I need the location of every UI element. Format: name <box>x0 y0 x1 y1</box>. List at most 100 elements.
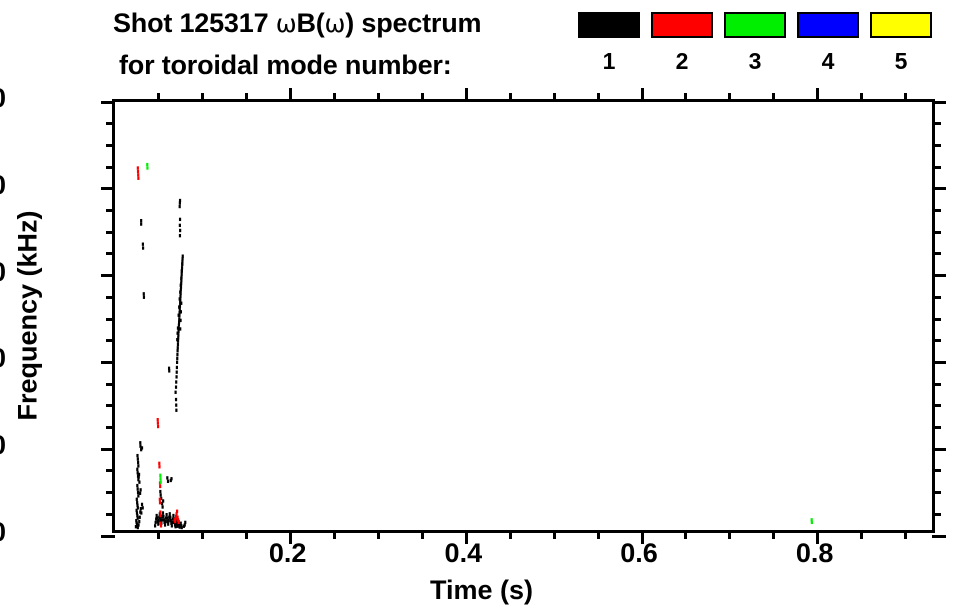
x-tick-major-top-0.2 <box>289 88 293 102</box>
y-tick-minor-30 <box>106 404 115 408</box>
plot-area <box>101 88 946 544</box>
x-tick-minor-top-0.35 <box>420 93 424 102</box>
y-tick-label-100: 100 <box>0 85 6 112</box>
y-tick-major-40 <box>101 360 115 364</box>
x-tick-minor-0.7 <box>728 530 732 539</box>
y-tick-minor-right-65 <box>932 252 941 256</box>
y-tick-minor-right-95 <box>932 122 941 126</box>
y-tick-minor-right-90 <box>932 143 941 147</box>
y-tick-minor-right-50 <box>932 317 941 321</box>
omega-symbol-2: ω <box>324 9 346 38</box>
x-tick-minor-top-0.7 <box>728 93 732 102</box>
x-tick-minor-0.25 <box>333 530 337 539</box>
y-tick-major-100 <box>101 100 115 104</box>
y-tick-major-20 <box>101 447 115 451</box>
legend-label-1: 1 <box>602 48 616 74</box>
y-axis-title: Frequency (kHz) <box>12 210 43 421</box>
x-tick-major-top-0.4 <box>464 88 468 102</box>
y-tick-minor-75 <box>106 209 115 212</box>
y-tick-major-right-40 <box>932 360 946 364</box>
y-tick-label-40: 40 <box>0 345 6 372</box>
series-2 <box>136 166 180 528</box>
x-tick-minor-0.1 <box>201 530 205 539</box>
x-tick-minor-0.85 <box>860 530 864 539</box>
title-prefix: Shot 125317 <box>113 8 276 38</box>
x-tick-minor-top-0.75 <box>772 93 776 102</box>
legend-label-5: 5 <box>894 48 908 74</box>
legend-entry-1: 1 <box>578 12 640 74</box>
y-tick-minor-right-25 <box>932 426 941 429</box>
y-tick-minor-right-5 <box>932 512 941 516</box>
y-tick-minor-right-55 <box>932 295 941 299</box>
legend-label-3: 3 <box>748 48 762 74</box>
y-tick-label-60: 60 <box>0 258 6 286</box>
legend-entry-5: 5 <box>870 12 932 74</box>
y-tick-minor-right-15 <box>932 469 941 473</box>
legend-entry-2: 2 <box>651 12 713 74</box>
x-tick-minor-0.9 <box>904 530 907 539</box>
y-tick-major-right-80 <box>932 187 946 191</box>
y-tick-minor-70 <box>106 230 115 234</box>
y-tick-major-60 <box>101 274 115 278</box>
y-tick-minor-right-85 <box>932 165 941 169</box>
x-tick-minor-top-0.05 <box>157 93 161 102</box>
y-tick-minor-90 <box>106 143 115 147</box>
x-tick-minor-0.05 <box>157 530 161 539</box>
y-tick-minor-35 <box>106 382 115 386</box>
x-tick-label-0.2: 0.2 <box>268 538 307 568</box>
x-tick-minor-0.15 <box>245 530 249 539</box>
x-tick-minor-top-0.65 <box>684 93 688 102</box>
y-tick-label-0: 0 <box>0 519 6 546</box>
x-tick-minor-0.3 <box>377 530 380 539</box>
legend-label-4: 4 <box>821 48 835 74</box>
x-tick-label-0.8: 0.8 <box>795 538 834 568</box>
y-tick-label-20: 20 <box>0 432 6 459</box>
omega-symbol-1: ω <box>275 9 297 38</box>
y-tick-major-0 <box>101 534 115 538</box>
chart-title-line-2: for toroidal mode number: <box>119 50 452 80</box>
x-tick-minor-top-0.9 <box>904 93 907 102</box>
x-tick-minor-top-0.55 <box>596 93 600 102</box>
x-tick-minor-top-0.15 <box>245 93 249 102</box>
title-suffix: ) spectrum <box>345 8 482 38</box>
y-tick-minor-65 <box>106 252 115 256</box>
legend-swatch-5 <box>870 12 932 38</box>
x-tick-minor-top-0.3 <box>377 93 380 102</box>
y-tick-minor-50 <box>106 317 115 321</box>
y-tick-minor-right-10 <box>932 491 941 495</box>
legend-swatch-4 <box>797 12 859 38</box>
y-tick-minor-10 <box>106 491 115 495</box>
x-tick-major-0.4 <box>464 530 468 544</box>
y-tick-minor-45 <box>106 339 115 343</box>
legend: 1 2 3 4 5 <box>578 12 932 90</box>
x-tick-major-top-0.8 <box>816 88 820 102</box>
legend-entry-3: 3 <box>724 12 786 74</box>
y-tick-label-80: 80 <box>0 171 6 199</box>
x-tick-major-0.2 <box>289 530 293 544</box>
x-tick-label-0.4: 0.4 <box>444 538 483 568</box>
legend-swatch-2 <box>651 12 713 38</box>
series-3 <box>146 162 813 525</box>
x-tick-minor-0.55 <box>596 530 600 539</box>
x-tick-minor-top-0.85 <box>860 93 864 102</box>
x-tick-minor-0.75 <box>772 530 776 539</box>
legend-label-2: 2 <box>675 48 689 74</box>
y-tick-major-right-20 <box>932 447 946 451</box>
x-tick-minor-top-0.45 <box>508 93 512 102</box>
x-tick-major-0.6 <box>640 530 644 544</box>
y-tick-minor-85 <box>106 165 115 169</box>
y-tick-minor-55 <box>106 295 115 299</box>
y-tick-minor-25 <box>106 426 115 429</box>
scatter-plot-canvas <box>134 162 813 530</box>
y-tick-minor-95 <box>106 122 115 126</box>
y-tick-major-right-100 <box>932 100 946 104</box>
y-tick-major-80 <box>101 187 115 191</box>
title-mid: B( <box>296 8 325 38</box>
y-tick-major-right-0 <box>932 534 946 538</box>
chart-title-line-1: Shot 125317 ωB(ω) spectrum <box>113 8 482 39</box>
y-tick-minor-right-70 <box>932 230 941 234</box>
x-tick-minor-0.45 <box>508 530 512 539</box>
x-tick-minor-top-0.1 <box>201 93 205 102</box>
x-axis-title: Time (s) <box>429 575 534 605</box>
